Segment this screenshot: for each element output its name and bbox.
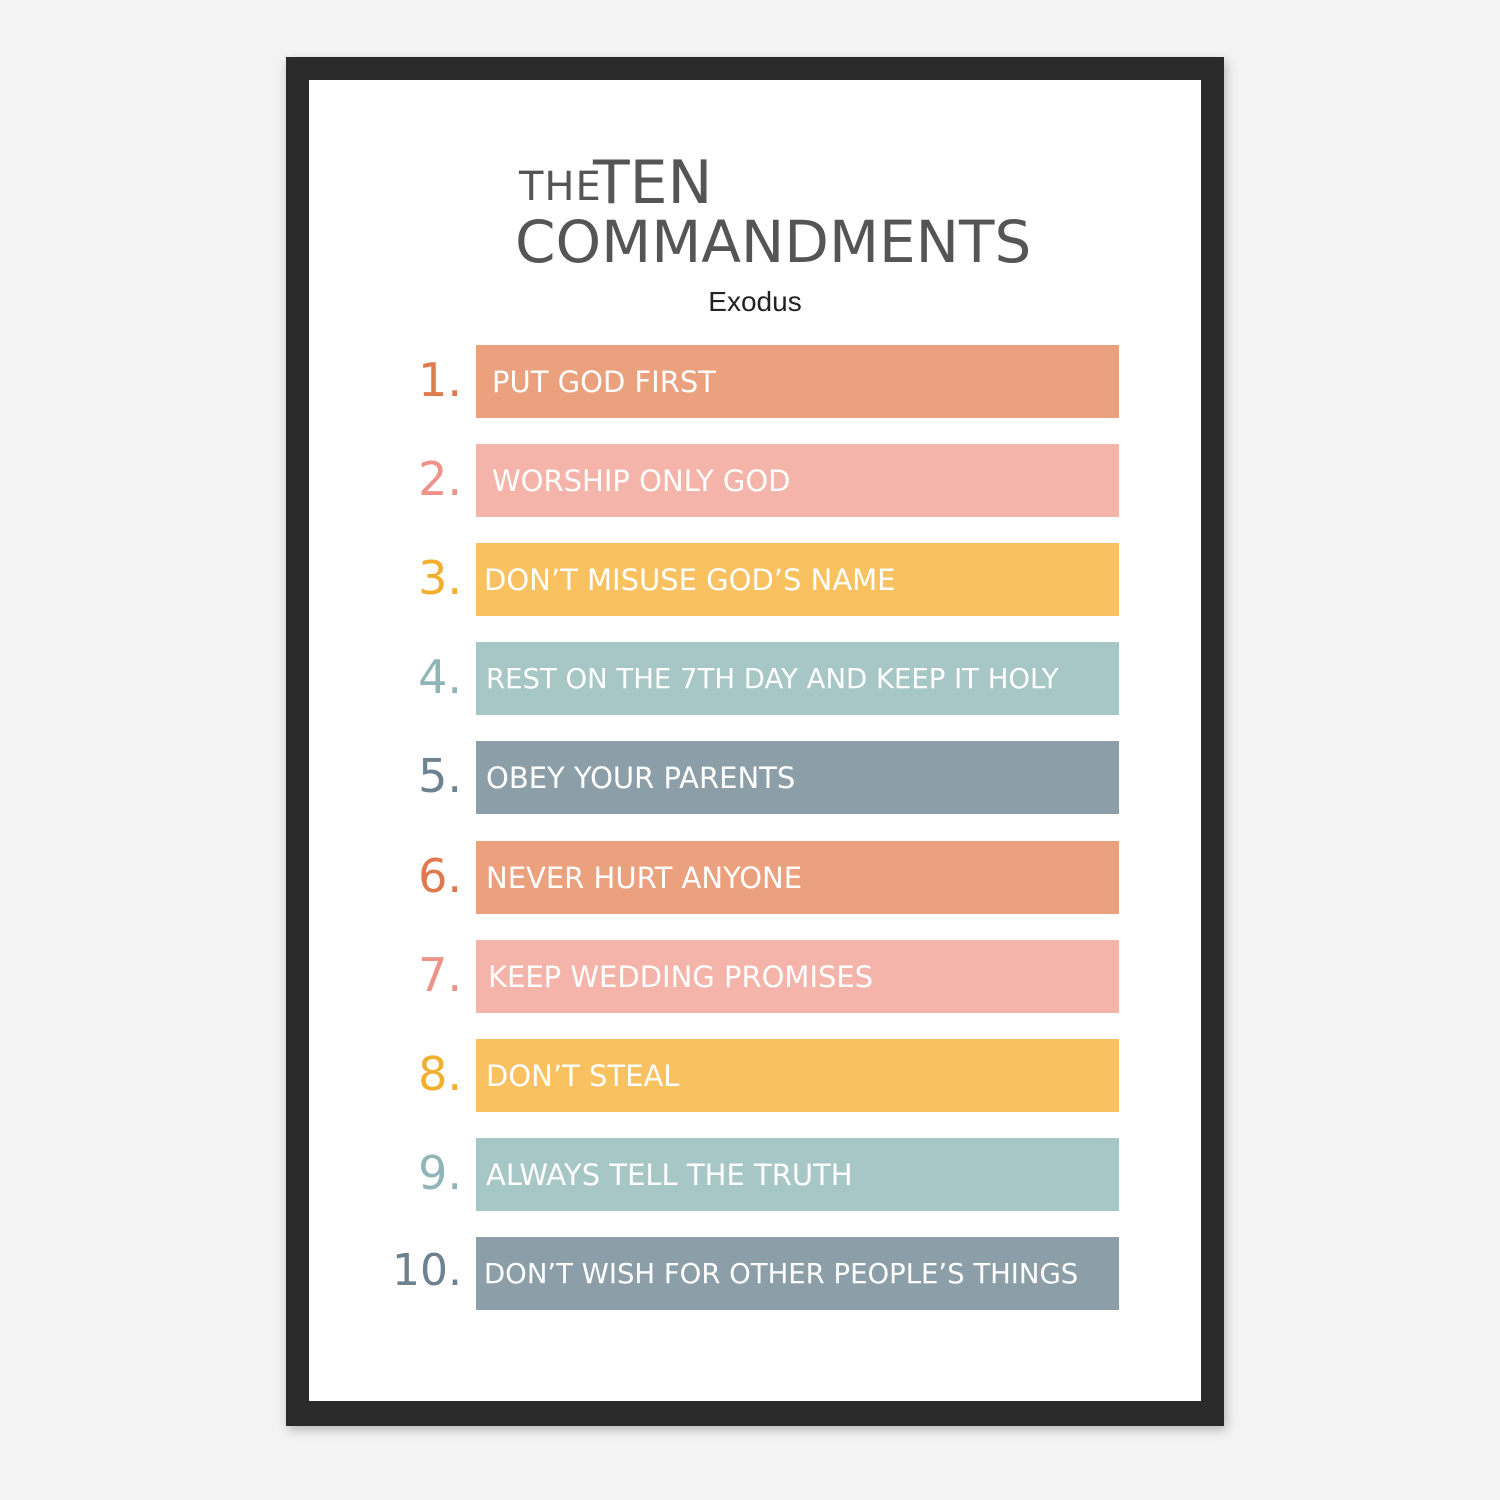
commandment-number: 4. — [418, 650, 462, 704]
commandment-row: 1. PUT GOD FIRST — [389, 345, 1119, 418]
commandment-number: 7. — [418, 948, 462, 1002]
subtitle: Exodus — [708, 286, 802, 317]
commandment-text: NEVER HURT ANYONE — [486, 860, 803, 895]
commandment-bar: OBEY YOUR PARENTS — [476, 741, 1119, 814]
commandment-bar: WORSHIP ONLY GOD — [476, 444, 1119, 517]
commandment-bar: DON’T MISUSE GOD’S NAME — [476, 543, 1119, 616]
commandment-text: REST ON THE 7TH DAY AND KEEP IT HOLY — [486, 662, 1059, 695]
commandment-text: OBEY YOUR PARENTS — [486, 760, 796, 795]
title-the: THE — [519, 164, 602, 210]
commandment-number: 6. — [418, 849, 462, 903]
commandment-row: 6. NEVER HURT ANYONE — [389, 841, 1119, 914]
commandment-number: 8. — [418, 1047, 462, 1101]
commandment-text: DON’T WISH FOR OTHER PEOPLE’S THINGS — [484, 1257, 1079, 1290]
commandment-bar: DON’T WISH FOR OTHER PEOPLE’S THINGS — [476, 1237, 1119, 1310]
commandment-number: 2. — [418, 452, 462, 506]
commandment-text: WORSHIP ONLY GOD — [492, 463, 791, 498]
commandment-row: 10. DON’T WISH FOR OTHER PEOPLE’S THINGS — [389, 1237, 1119, 1310]
commandment-bar: REST ON THE 7TH DAY AND KEEP IT HOLY — [476, 642, 1119, 715]
commandment-text: DON’T STEAL — [486, 1058, 680, 1093]
commandment-text: PUT GOD FIRST — [492, 364, 716, 399]
title-commandments: COMMANDMENTS — [515, 208, 1032, 276]
commandment-text: DON’T MISUSE GOD’S NAME — [484, 562, 896, 597]
commandment-bar: DON’T STEAL — [476, 1039, 1119, 1112]
commandment-number: 9. — [418, 1146, 462, 1200]
title-ten: TEN — [593, 148, 713, 218]
commandment-row: 2. WORSHIP ONLY GOD — [389, 444, 1119, 517]
commandment-text: ALWAYS TELL THE TRUTH — [486, 1157, 853, 1192]
commandment-row: 8. DON’T STEAL — [389, 1039, 1119, 1112]
commandment-text: KEEP WEDDING PROMISES — [488, 959, 874, 994]
commandment-row: 9. ALWAYS TELL THE TRUTH — [389, 1138, 1119, 1211]
commandment-bar: PUT GOD FIRST — [476, 345, 1119, 418]
commandment-number: 1. — [418, 353, 462, 407]
commandment-bar: ALWAYS TELL THE TRUTH — [476, 1138, 1119, 1211]
commandment-number: 10. — [392, 1245, 462, 1296]
commandment-bar: KEEP WEDDING PROMISES — [476, 940, 1119, 1013]
poster: THE TEN COMMANDMENTS Exodus 1. PUT GOD F… — [309, 80, 1201, 1401]
commandment-row: 4. REST ON THE 7TH DAY AND KEEP IT HOLY — [389, 642, 1119, 715]
commandment-number: 5. — [418, 749, 462, 803]
commandment-row: 3. DON’T MISUSE GOD’S NAME — [389, 543, 1119, 616]
commandment-row: 5. OBEY YOUR PARENTS — [389, 741, 1119, 814]
commandment-bar: NEVER HURT ANYONE — [476, 841, 1119, 914]
commandment-row: 7. KEEP WEDDING PROMISES — [389, 940, 1119, 1013]
commandment-number: 3. — [418, 551, 462, 605]
